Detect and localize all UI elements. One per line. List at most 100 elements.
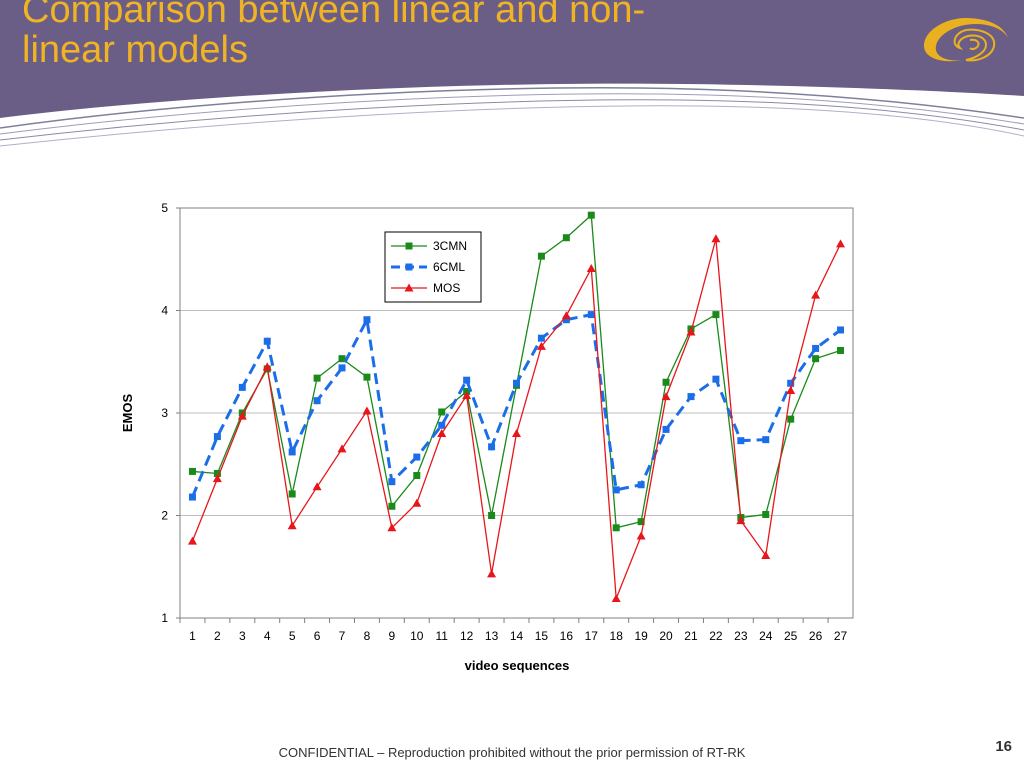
slide-title: Comparison between linear and non- linea… [22, 0, 645, 70]
series-line-mos [191, 238, 842, 599]
data-point-mos [387, 523, 397, 532]
data-point-3cmn [363, 373, 371, 381]
data-point-mos [836, 239, 846, 248]
data-point-6cml [238, 383, 246, 391]
data-point-3cmn [288, 490, 296, 498]
x-tick-label: 13 [485, 629, 499, 643]
x-tick-label: 24 [759, 629, 773, 643]
data-point-6cml [787, 379, 795, 387]
data-point-6cml [488, 443, 496, 451]
y-tick-label: 3 [161, 406, 168, 420]
x-tick-label: 18 [610, 629, 624, 643]
data-point-6cml [363, 316, 371, 324]
data-point-6cml [712, 375, 720, 383]
data-point-3cmn [413, 472, 421, 480]
data-point-mos [711, 234, 721, 243]
company-logo-icon [924, 18, 1008, 62]
data-point-mos [362, 406, 372, 415]
x-tick-label: 1 [189, 629, 196, 643]
title-line-1: Comparison between linear and non- [22, 0, 646, 31]
data-point-mos [212, 474, 222, 483]
data-point-3cmn [762, 510, 770, 518]
x-tick-label: 27 [834, 629, 848, 643]
data-point-3cmn [612, 524, 620, 532]
page-number: 16 [995, 738, 1012, 755]
data-point-3cmn [812, 355, 820, 363]
data-point-mos [561, 311, 571, 320]
data-point-mos [312, 482, 322, 491]
x-tick-label: 21 [684, 629, 698, 643]
data-point-6cml [413, 453, 421, 461]
title-line-2: linear models [22, 29, 248, 71]
y-tick-label: 4 [161, 304, 168, 318]
data-point-mos [237, 411, 247, 420]
legend-label-3cmn: 3CMN [433, 239, 467, 253]
x-tick-label: 19 [634, 629, 648, 643]
y-tick-label: 5 [161, 201, 168, 215]
data-series [187, 211, 846, 603]
x-tick-label: 11 [435, 629, 448, 643]
x-tick-label: 22 [709, 629, 723, 643]
data-point-6cml [263, 337, 271, 345]
data-point-mos [262, 362, 272, 371]
legend-box [384, 231, 482, 303]
x-tick-label: 23 [734, 629, 748, 643]
data-point-6cml [288, 448, 296, 456]
legend-marker-mos [404, 283, 414, 292]
x-tick-label: 14 [510, 629, 524, 643]
data-point-6cml [388, 478, 396, 486]
x-tick-label: 7 [339, 629, 346, 643]
data-point-6cml [812, 344, 820, 352]
data-point-mos [536, 341, 546, 350]
x-tick-label: 17 [585, 629, 599, 643]
data-point-mos [611, 594, 621, 603]
data-point-6cml [762, 436, 770, 444]
data-point-mos [786, 385, 796, 394]
x-tick-label: 5 [289, 629, 296, 643]
data-point-mos [437, 429, 447, 437]
data-point-6cml [662, 425, 670, 433]
data-point-3cmn [488, 512, 496, 519]
x-tick-label: 6 [314, 629, 321, 643]
y-tick-label: 2 [161, 509, 168, 523]
series-mos [187, 234, 846, 603]
x-tick-label: 8 [364, 629, 371, 643]
data-point-6cml [513, 379, 520, 387]
x-tick-label: 20 [659, 629, 673, 643]
data-point-mos [636, 531, 646, 540]
x-tick-label: 15 [535, 629, 549, 643]
x-tick-label: 9 [389, 629, 396, 643]
data-point-mos [686, 327, 696, 336]
data-point-mos [287, 521, 297, 530]
x-tick-label: 3 [239, 629, 246, 643]
data-point-6cml [188, 493, 196, 501]
data-point-6cml [438, 421, 446, 429]
legend-marker-3cmn [405, 242, 413, 250]
data-point-6cml [587, 311, 595, 319]
data-point-3cmn [662, 378, 670, 386]
grid-lines [180, 310, 853, 516]
x-tick-label: 10 [410, 629, 424, 643]
data-point-6cml [463, 376, 471, 384]
x-tick-label: 26 [809, 629, 823, 643]
data-point-mos [512, 429, 521, 437]
data-point-3cmn [562, 234, 570, 242]
x-tick-label: 2 [214, 629, 221, 643]
data-point-mos [811, 290, 821, 299]
data-point-3cmn [188, 467, 196, 475]
legend-label-mos: MOS [433, 281, 460, 295]
footer-text: CONFIDENTIAL – Reproduction prohibited w… [278, 745, 746, 760]
data-point-6cml [562, 316, 570, 324]
data-point-mos [761, 550, 771, 559]
series-6cml [188, 311, 845, 501]
data-point-mos [736, 516, 746, 525]
series-3cmn [188, 211, 845, 532]
y-tick-label: 1 [161, 611, 168, 625]
header-banner [0, 0, 1024, 147]
data-point-6cml [338, 364, 346, 372]
slide-header: Comparison between linear and non- linea… [0, 0, 1024, 147]
data-point-6cml [612, 486, 620, 494]
data-point-3cmn [712, 311, 720, 319]
